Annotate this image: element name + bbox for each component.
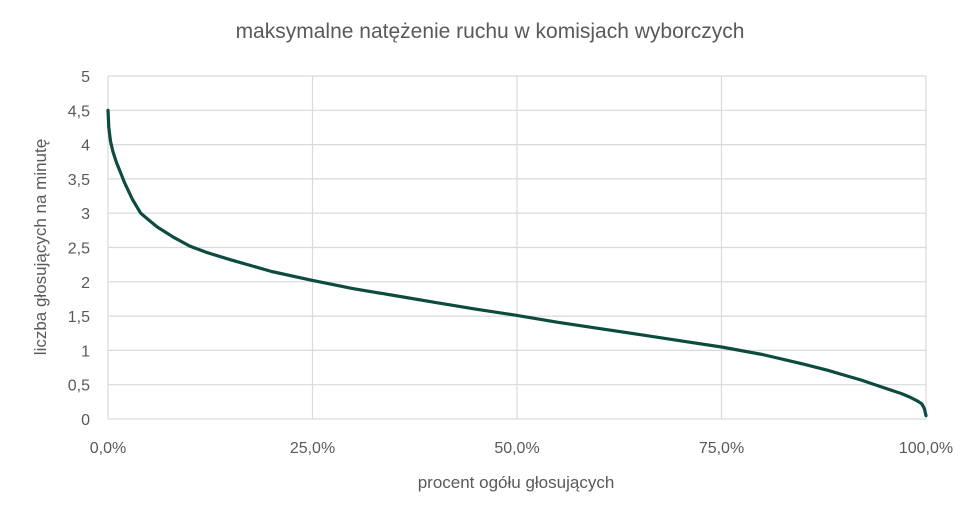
x-axis-label: procent ogółu głosujących <box>418 473 615 492</box>
y-tick-label: 4,5 <box>68 103 90 120</box>
y-tick-label: 5 <box>81 69 90 86</box>
x-tick-label: 50,0% <box>494 440 539 457</box>
y-tick-label: 4 <box>81 138 90 155</box>
y-tick-label: 0,5 <box>68 378 90 395</box>
chart-title: maksymalne natężenie ruchu w komisjach w… <box>236 20 745 43</box>
x-tick-label: 75,0% <box>699 440 744 457</box>
y-tick-label: 2,5 <box>68 241 90 258</box>
y-tick-label: 3 <box>81 206 90 223</box>
series-line <box>106 108 928 418</box>
x-tick-label: 0,0% <box>90 440 126 457</box>
y-axis-label: liczba głosujących na minutę <box>31 139 50 355</box>
y-tick-label: 1 <box>81 343 90 360</box>
y-axis-ticks: 0 0,5 1 1,5 2 2,5 3 3,5 4 4,5 5 <box>68 69 90 429</box>
y-tick-label: 0 <box>81 412 90 429</box>
series-layer <box>106 108 928 418</box>
y-tick-label: 3,5 <box>68 172 90 189</box>
gridlines <box>107 75 927 420</box>
y-tick-label: 1,5 <box>68 309 90 326</box>
x-axis-ticks: 0,0% 25,0% 50,0% 75,0% 100,0% <box>90 440 953 457</box>
x-tick-label: 25,0% <box>290 440 335 457</box>
y-tick-label: 2 <box>81 275 90 292</box>
x-tick-label: 100,0% <box>899 440 953 457</box>
